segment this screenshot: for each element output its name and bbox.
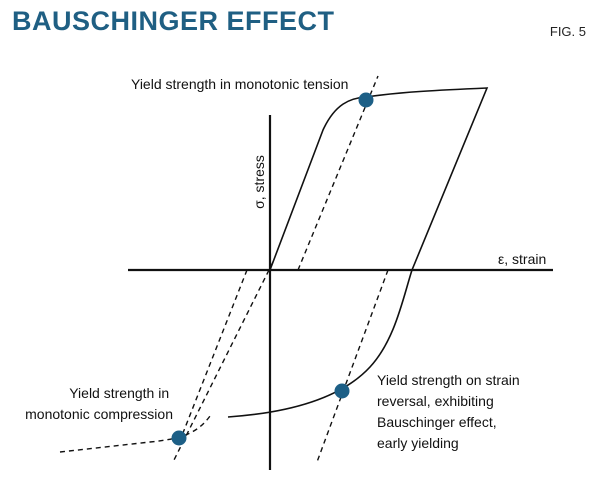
y-axis-label: σ, stress bbox=[251, 155, 267, 209]
x-axis-label: ε, strain bbox=[498, 251, 546, 267]
offset-line-compression-2 bbox=[172, 261, 274, 463]
diagram-title: BAUSCHINGER EFFECT bbox=[12, 6, 335, 36]
offset-line-tension bbox=[297, 75, 379, 271]
reversal-yield-point bbox=[334, 383, 350, 399]
offset-line-compression-1 bbox=[180, 269, 248, 439]
compression-yield-point bbox=[171, 430, 187, 446]
tension-annotation: Yield strength in monotonic tension bbox=[131, 76, 348, 92]
reversal-annotation: Yield strength on strain reversal, exhib… bbox=[377, 372, 524, 451]
figure-number: FIG. 5 bbox=[549, 24, 586, 39]
hysteresis-loop bbox=[227, 87, 489, 418]
offset-line-reversal bbox=[316, 269, 389, 463]
compression-annotation: Yield strength in monotonic compression bbox=[25, 385, 173, 422]
compression-curve bbox=[59, 415, 211, 453]
tension-yield-point bbox=[358, 92, 374, 108]
